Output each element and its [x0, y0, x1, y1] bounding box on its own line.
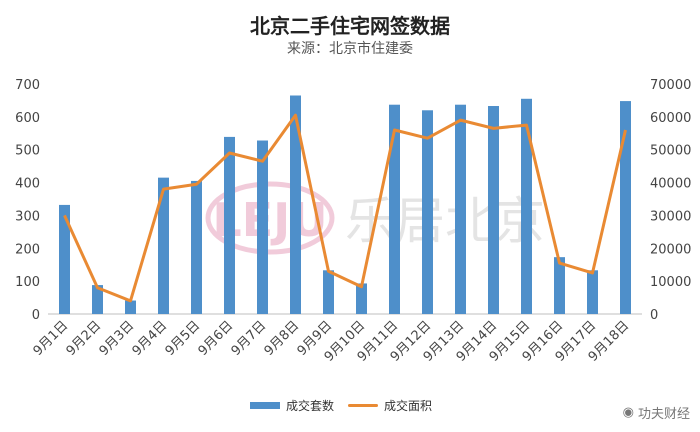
x-tick-label: 9月3日 [97, 318, 138, 359]
series-line [63, 113, 627, 303]
y-tick-label-right: 70000 [650, 78, 691, 93]
legend-label-line: 成交面积 [384, 399, 433, 413]
bar [191, 180, 202, 314]
y-tick-label-right: 40000 [650, 177, 691, 192]
x-tick-label: 9月4日 [130, 318, 171, 359]
legend-swatch-line [348, 404, 379, 407]
x-tick-label: 9月7日 [229, 318, 270, 359]
bar [257, 140, 268, 314]
bar [356, 283, 367, 314]
y-tick-label-right: 60000 [650, 111, 691, 126]
x-tick-label: 9月8日 [262, 318, 303, 359]
bar [521, 98, 532, 315]
chart-title: 北京二手住宅网签数据 [250, 14, 450, 38]
corner-watermark-text: 功夫财经 [637, 407, 690, 422]
y-tick-label-left: 300 [15, 209, 40, 224]
bar [620, 101, 631, 314]
bar [323, 270, 334, 314]
y-tick-label-left: 0 [32, 308, 40, 323]
y-tick-label-left: 100 [15, 275, 40, 290]
bar [92, 285, 103, 314]
bar [125, 300, 136, 314]
bar [290, 95, 301, 314]
legend-item-line: 成交面积 [348, 397, 432, 414]
legend: 成交套数 成交面积 [250, 397, 432, 414]
x-tick-label: 9月5日 [163, 318, 204, 359]
bar [389, 104, 400, 314]
legend-item-bars: 成交套数 [250, 397, 334, 414]
y-tick-label-left: 500 [15, 144, 40, 159]
bar [158, 177, 169, 314]
x-tick-label: 9月2日 [64, 318, 105, 359]
x-tick-label: 9月1日 [31, 318, 72, 359]
bar [488, 106, 499, 314]
bar [554, 257, 565, 314]
y-tick-label-right: 30000 [650, 209, 691, 224]
y-tick-label-right: 0 [650, 308, 658, 323]
y-tick-label-left: 200 [15, 242, 40, 257]
y-tick-label-right: 10000 [650, 275, 691, 290]
bar [587, 270, 598, 314]
bar [455, 104, 466, 314]
bar [224, 136, 235, 314]
x-tick-label: 9月6日 [196, 318, 237, 359]
y-tick-label-right: 20000 [650, 242, 691, 257]
watermark-logo-ring [205, 181, 335, 255]
weibo-icon: ◉ [622, 405, 634, 420]
legend-swatch-bar [250, 402, 280, 409]
bar [59, 204, 70, 314]
bar [422, 110, 433, 315]
corner-watermark: ◉ 功夫财经 [623, 403, 690, 422]
y-tick-label-left: 700 [15, 78, 40, 93]
y-tick-label-right: 50000 [650, 144, 691, 159]
y-tick-label-left: 400 [15, 177, 40, 192]
y-tick-label-left: 600 [15, 111, 40, 126]
legend-label-bars: 成交套数 [286, 399, 335, 413]
chart-subtitle: 来源：北京市住建委 [287, 41, 413, 57]
